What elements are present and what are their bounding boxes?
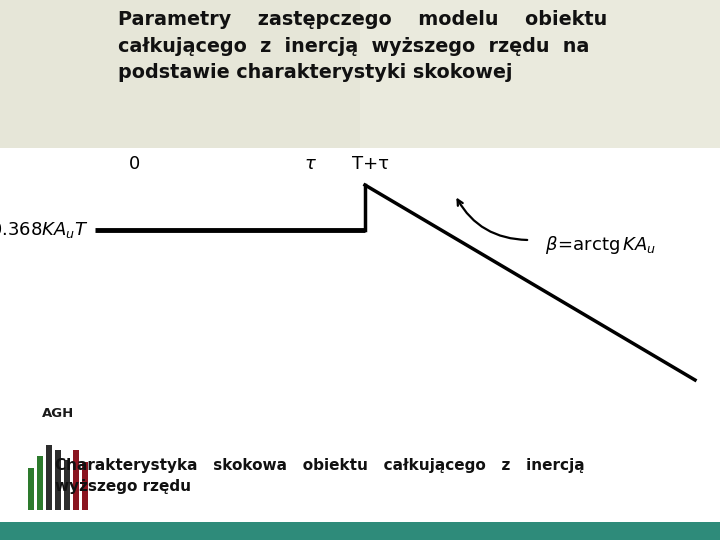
Text: T+τ: T+τ — [351, 155, 389, 173]
Bar — [46, 445, 52, 510]
Text: $0.368KA_uT$: $0.368KA_uT$ — [0, 220, 88, 240]
Text: τ: τ — [305, 155, 315, 173]
Text: 0: 0 — [130, 155, 140, 173]
Bar — [73, 450, 78, 510]
Bar — [360, 0, 720, 148]
Bar — [64, 460, 70, 510]
Bar — [0, 522, 720, 540]
Text: AGH: AGH — [42, 407, 74, 420]
Bar — [55, 450, 60, 510]
Text: Charakterystyka   skokowa   obiektu   całkującego   z   inercją
wyższego rzędu: Charakterystyka skokowa obiektu całkując… — [55, 458, 585, 494]
Bar — [37, 456, 42, 510]
Text: $\beta\!=\!\mathrm{arctg}\,KA_u$: $\beta\!=\!\mathrm{arctg}\,KA_u$ — [545, 234, 656, 256]
Bar — [82, 462, 88, 510]
Bar — [0, 0, 720, 148]
Text: Parametry    zastępczego    modelu    obiektu
całkującego  z  inercją  wyższego : Parametry zastępczego modelu obiektu cał… — [118, 10, 607, 82]
Bar — [28, 468, 34, 510]
